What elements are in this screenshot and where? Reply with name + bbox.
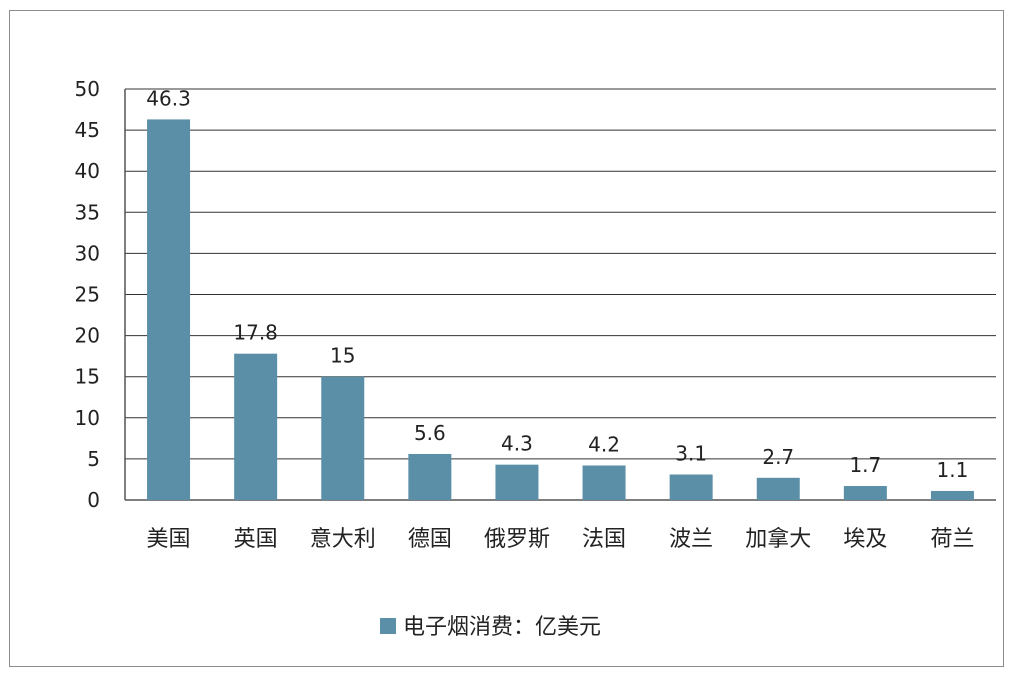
category-label: 埃及	[843, 527, 887, 552]
data-label: 4.3	[501, 432, 533, 456]
legend-swatch	[380, 618, 396, 634]
bar	[321, 376, 365, 500]
y-tick-label: 35	[75, 200, 100, 224]
category-label: 德国	[408, 527, 452, 552]
y-tick-label: 50	[75, 77, 100, 101]
data-label: 46.3	[146, 86, 191, 110]
legend: 电子烟消费：亿美元	[380, 615, 601, 640]
bars	[147, 119, 974, 500]
y-tick-label: 25	[75, 283, 100, 307]
bar	[234, 353, 278, 500]
category-label: 荷兰	[930, 527, 974, 552]
bar	[147, 119, 191, 500]
legend-label: 电子烟消费：亿美元	[403, 615, 601, 640]
y-tick-label: 45	[75, 118, 100, 142]
data-label: 17.8	[233, 321, 278, 345]
data-label: 3.1	[675, 442, 707, 466]
data-label: 4.2	[588, 432, 620, 456]
data-label: 5.6	[414, 421, 446, 445]
bar	[408, 453, 452, 500]
y-axis-ticks: 0 5 10 15 20 25 30 35 40 45 50	[75, 77, 100, 512]
y-tick-label: 40	[75, 159, 100, 183]
y-tick-label: 0	[87, 488, 100, 512]
y-tick-label: 5	[87, 447, 100, 471]
bar	[930, 490, 974, 500]
y-tick-label: 20	[75, 324, 100, 348]
category-label: 意大利	[310, 527, 376, 552]
bar	[495, 464, 539, 500]
y-tick-label: 15	[75, 365, 100, 389]
data-label: 2.7	[762, 445, 794, 469]
y-tick-label: 10	[75, 406, 100, 430]
category-label: 波兰	[669, 527, 713, 552]
category-label: 加拿大	[745, 526, 811, 552]
category-label: 美国	[147, 527, 191, 552]
data-label: 15	[330, 344, 355, 368]
category-label: 俄罗斯	[484, 527, 550, 552]
data-label: 1.7	[849, 453, 881, 477]
bar	[756, 477, 800, 500]
x-axis-categories: 美国 英国 意大利 德国 俄罗斯 法国 波兰 加拿大 埃及 荷兰	[147, 526, 975, 552]
data-label: 1.1	[937, 458, 969, 482]
bar	[582, 465, 626, 500]
bar	[843, 486, 887, 500]
category-label: 法国	[582, 527, 626, 552]
bar	[669, 474, 713, 500]
y-tick-label: 30	[75, 241, 100, 265]
category-label: 英国	[234, 527, 278, 552]
data-labels: 46.3 17.8 15 5.6 4.3 4.2 3.1 2.7 1.7 1.1	[146, 86, 968, 482]
